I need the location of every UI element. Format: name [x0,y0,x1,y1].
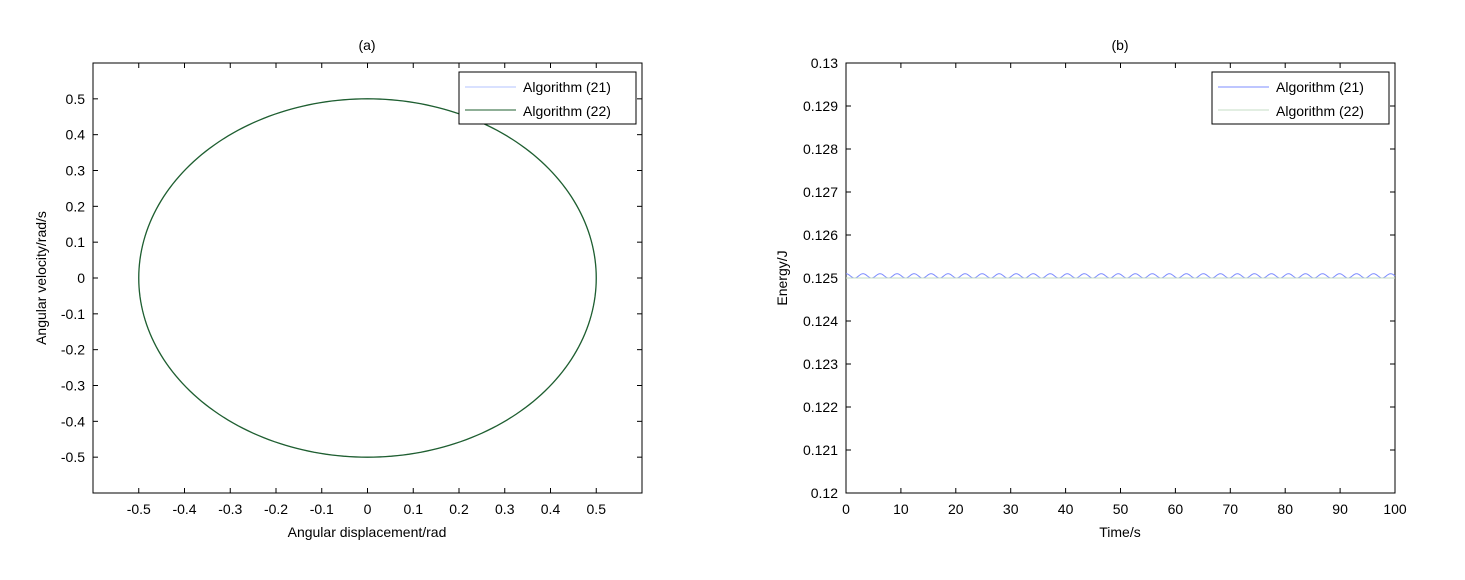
x-axis-ticks: 0 10 20 30 40 50 60 70 80 90 100 [842,63,1407,517]
x-tick-label: -0.4 [172,501,196,517]
x-tick-label: 30 [1003,501,1019,517]
energy-curves [845,273,1396,279]
x-tick-label: 70 [1223,501,1239,517]
energy-panel: (b) 0 10 20 30 40 50 60 70 80 90 100 0.13 0.129 0.12… [774,37,1407,540]
y-tick-label: 0.128 [803,141,838,157]
x-tick-label: 60 [1168,501,1184,517]
y-tick-label: 0.3 [66,163,86,179]
y-tick-label: 0.5 [66,91,86,107]
x-tick-label: -0.3 [218,501,242,517]
phase-portrait-panel: (a) -0.5 -0.4 -0.3 -0.2 -0.1 0 0.1 0.2 0.3 0.4 0.5… [33,37,643,540]
legend-label-algorithm-22: Algorithm (22) [1276,103,1364,119]
panel-b-title: (b) [1111,37,1128,53]
x-tick-label: 20 [948,501,964,517]
y-tick-label: 0.124 [803,313,838,329]
y-tick-label: 0.1 [66,234,86,250]
y-tick-label: -0.4 [61,413,85,429]
x-tick-label: 0.1 [404,501,424,517]
x-tick-label: -0.2 [264,501,288,517]
legend-label-algorithm-21: Algorithm (21) [1276,79,1364,95]
x-tick-label: 0.3 [495,501,515,517]
y-axis-title: Energy/J [774,250,790,305]
y-tick-label: -0.1 [61,306,85,322]
x-tick-label: 90 [1332,501,1348,517]
y-tick-label: 0.122 [803,399,838,415]
series-line-algorithm-21 [845,273,1396,279]
legend-box [458,71,637,125]
plot-area-frame [92,62,643,494]
legend-label-algorithm-22: Algorithm (22) [523,103,611,119]
x-axis-ticks: -0.5 -0.4 -0.3 -0.2 -0.1 0 0.1 0.2 0.3 0.4 0.5 [127,63,607,517]
x-tick-label: 10 [893,501,909,517]
x-axis-title: Angular displacement/rad [288,524,447,540]
y-tick-label: 0.4 [66,127,86,143]
x-tick-label: 80 [1277,501,1293,517]
y-tick-label: 0.12 [811,485,838,501]
y-tick-label: 0.123 [803,356,838,372]
y-tick-label: 0.2 [66,198,86,214]
x-tick-label: -0.5 [127,501,151,517]
y-tick-label: -0.5 [61,449,85,465]
y-tick-label: 0.126 [803,227,838,243]
x-tick-label: 100 [1383,501,1407,517]
panel-a-title: (a) [358,37,375,53]
y-tick-label: 0.13 [811,55,838,71]
legend-box [1211,71,1390,125]
y-tick-label: 0.121 [803,442,838,458]
x-tick-label: 0 [364,501,372,517]
y-tick-label: -0.3 [61,378,85,394]
x-tick-label: 0.4 [541,501,561,517]
y-tick-label: 0.127 [803,184,838,200]
x-axis-title: Time/s [1099,524,1140,540]
y-tick-label: 0 [77,270,85,286]
x-tick-label: 0 [842,501,850,517]
y-axis-ticks: 0.13 0.129 0.128 0.127 0.126 0.125 0.124 0.123 0… [803,55,1395,501]
legend: Algorithm (21) Algorithm (22) [1211,71,1390,125]
y-tick-label: 0.129 [803,98,838,114]
x-tick-label: 40 [1058,501,1074,517]
y-tick-label: 0.125 [803,270,838,286]
x-tick-label: 0.5 [587,501,607,517]
legend-label-algorithm-21: Algorithm (21) [523,79,611,95]
y-tick-label: -0.2 [61,342,85,358]
y-axis-title: Angular velocity/rad/s [33,211,49,345]
x-tick-label: -0.1 [310,501,334,517]
x-tick-label: 0.2 [449,501,469,517]
x-tick-label: 50 [1113,501,1129,517]
legend: Algorithm (21) Algorithm (22) [458,71,637,125]
y-axis-ticks: 0.5 0.4 0.3 0.2 0.1 0 -0.1 -0.2 -0.3 -0.4 -0.5 [61,91,642,465]
